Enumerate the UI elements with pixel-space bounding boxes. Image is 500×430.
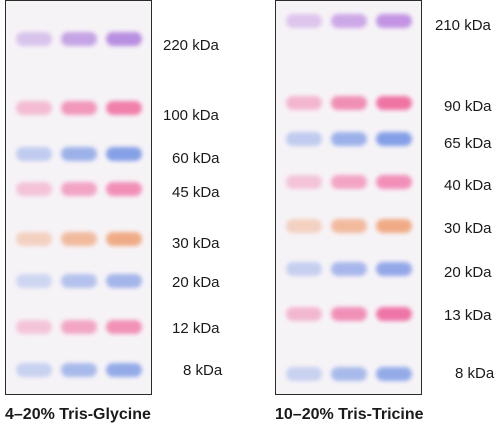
gel-band xyxy=(16,232,52,246)
marker-label: 13 kDa xyxy=(444,307,492,324)
gel-band xyxy=(16,274,52,288)
gel-band xyxy=(61,232,97,246)
gel-band xyxy=(331,262,367,276)
gel-caption: 4–20% Tris-Glycine xyxy=(5,406,151,423)
gel-band xyxy=(331,175,367,189)
gel-band xyxy=(16,182,52,196)
gel-band xyxy=(286,132,322,146)
gel-band xyxy=(106,32,142,46)
marker-label: 8 kDa xyxy=(455,365,495,382)
marker-label: 220 kDa xyxy=(163,37,219,54)
gel-band xyxy=(16,32,52,46)
gel-band xyxy=(16,363,52,377)
gel-band xyxy=(61,147,97,161)
gel-band xyxy=(106,274,142,288)
marker-label: 45 kDa xyxy=(172,184,220,201)
gel-band xyxy=(331,367,367,381)
gel-band xyxy=(286,96,322,110)
gel-band xyxy=(61,274,97,288)
marker-label: 60 kDa xyxy=(172,150,220,167)
marker-label: 90 kDa xyxy=(444,98,492,115)
gel-band xyxy=(376,175,412,189)
gel-band xyxy=(331,96,367,110)
marker-label: 65 kDa xyxy=(444,135,492,152)
gel-band xyxy=(286,307,322,321)
gel-band xyxy=(106,101,142,115)
gel-band xyxy=(16,101,52,115)
marker-label: 8 kDa xyxy=(183,362,223,379)
gel-image-tris-glycine xyxy=(5,0,152,395)
gel-band xyxy=(61,363,97,377)
marker-label: 12 kDa xyxy=(172,320,220,337)
marker-label: 20 kDa xyxy=(172,274,220,291)
gel-band xyxy=(286,175,322,189)
gel-band xyxy=(376,14,412,28)
marker-label: 20 kDa xyxy=(444,264,492,281)
marker-label: 100 kDa xyxy=(163,107,219,124)
gel-band xyxy=(376,262,412,276)
gel-band xyxy=(286,262,322,276)
marker-label: 210 kDa xyxy=(435,17,491,34)
gel-band xyxy=(286,219,322,233)
gel-band xyxy=(331,14,367,28)
gel-band xyxy=(331,219,367,233)
gel-band xyxy=(286,14,322,28)
gel-band xyxy=(106,182,142,196)
gel-band xyxy=(376,367,412,381)
marker-label: 30 kDa xyxy=(444,220,492,237)
gel-band xyxy=(61,182,97,196)
marker-label: 40 kDa xyxy=(444,177,492,194)
gel-band xyxy=(286,367,322,381)
marker-label: 30 kDa xyxy=(172,235,220,252)
gel-band xyxy=(331,132,367,146)
gel-band xyxy=(376,96,412,110)
gel-band xyxy=(61,32,97,46)
gel-band xyxy=(106,232,142,246)
gel-band xyxy=(376,307,412,321)
gel-band xyxy=(16,147,52,161)
gel-caption: 10–20% Tris-Tricine xyxy=(275,406,424,423)
gel-band xyxy=(376,132,412,146)
gel-band xyxy=(331,307,367,321)
gel-band xyxy=(16,320,52,334)
gel-band xyxy=(106,363,142,377)
gel-image-tris-tricine xyxy=(275,0,422,395)
gel-band xyxy=(61,320,97,334)
gel-band xyxy=(106,320,142,334)
gel-band xyxy=(106,147,142,161)
gel-band xyxy=(61,101,97,115)
gel-band xyxy=(376,219,412,233)
